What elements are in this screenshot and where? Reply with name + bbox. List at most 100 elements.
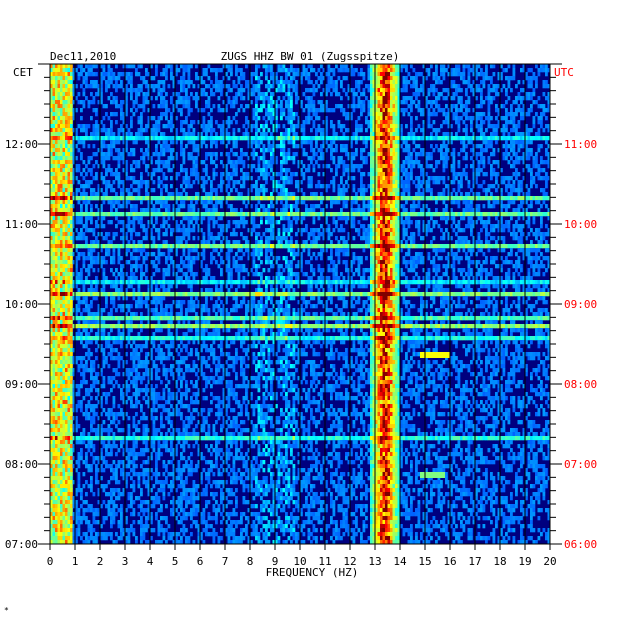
heatmap-cell [340,136,343,141]
heatmap-cell [462,80,466,85]
heatmap-cell [292,88,296,93]
heatmap-cell [110,152,113,157]
heatmap-cell [362,156,366,161]
heatmap-cell [377,108,381,113]
heatmap-cell [120,212,123,217]
heatmap-cell [55,156,58,161]
heatmap-cell [87,136,91,141]
heatmap-cell [340,148,343,153]
heatmap-cell [417,212,421,217]
heatmap-cell [185,132,188,137]
heatmap-cell [405,68,408,73]
heatmap-cell [457,84,461,89]
heatmap-cell [295,212,298,217]
heatmap-cell [272,160,276,165]
heatmap-cell [380,152,383,157]
heatmap-cell [200,176,203,181]
heatmap-cell [382,120,386,125]
heatmap-cell [275,200,278,205]
heatmap-cell [292,196,296,201]
heatmap-cell [375,176,378,181]
heatmap-cell [55,108,58,113]
heatmap-cell [490,124,493,129]
heatmap-cell [97,92,101,97]
heatmap-cell [450,140,453,145]
heatmap-cell [242,132,246,137]
heatmap-cell [435,132,438,137]
heatmap-cell [410,64,413,69]
heatmap-cell [95,192,98,197]
heatmap-cell [370,176,373,181]
heatmap-cell [310,212,313,217]
heatmap-cell [385,160,388,165]
heatmap-cell [90,80,93,85]
heatmap-cell [410,116,413,121]
heatmap-cell [320,108,323,113]
heatmap-cell [77,196,81,201]
heatmap-cell [345,168,348,173]
heatmap-cell [50,64,53,69]
heatmap-cell [222,224,226,229]
heatmap-cell [272,156,276,161]
heatmap-cell [325,164,328,169]
heatmap-cell [305,204,308,209]
heatmap-cell [67,168,71,173]
heatmap-cell [65,220,68,225]
heatmap-cell [185,192,188,197]
heatmap-cell [417,188,421,193]
heatmap-cell [205,168,208,173]
heatmap-cell [402,108,406,113]
heatmap-cell [205,208,208,213]
heatmap-cell [52,72,56,77]
heatmap-cell [507,160,511,165]
heatmap-cell [382,156,386,161]
heatmap-cell [157,184,161,189]
heatmap-cell [445,208,448,213]
heatmap-cell [380,204,383,209]
heatmap-cell [392,196,396,201]
heatmap-cell [120,108,123,113]
heatmap-cell [397,92,401,97]
heatmap-cell [55,176,58,181]
heatmap-cell [312,192,316,197]
heatmap-cell [272,196,276,201]
heatmap-cell [255,124,258,129]
heatmap-cell [60,136,63,141]
heatmap-cell [395,128,398,133]
heatmap-cell [295,96,298,101]
heatmap-cell [392,216,396,221]
heatmap-cell [460,196,463,201]
heatmap-cell [467,192,471,197]
heatmap-cell [417,192,421,197]
heatmap-cell [362,212,366,217]
heatmap-cell [537,164,541,169]
heatmap-cell [430,196,433,201]
heatmap-cell [280,140,283,145]
heatmap-cell [540,112,543,117]
heatmap-cell [270,168,273,173]
heatmap-cell [72,140,76,145]
heatmap-cell [135,88,138,93]
heatmap-cell [227,152,231,157]
heatmap-cell [402,208,406,213]
heatmap-cell [127,216,131,221]
heatmap-cell [532,116,536,121]
heatmap-cell [467,108,471,113]
heatmap-cell [55,204,58,209]
heatmap-cell [60,140,63,145]
heatmap-cell [362,216,366,221]
heatmap-cell [195,136,198,141]
heatmap-cell [380,228,383,233]
heatmap-cell [155,84,158,89]
heatmap-cell [52,88,56,93]
heatmap-cell [50,164,53,169]
heatmap-cell [482,188,486,193]
heatmap-cell [452,168,456,173]
heatmap-cell [95,196,98,201]
heatmap-cell [405,168,408,173]
heatmap-cell [55,168,58,173]
heatmap-cell [425,204,428,209]
heatmap-cell [470,124,473,129]
heatmap-cell [487,156,491,161]
heatmap-cell [350,176,353,181]
